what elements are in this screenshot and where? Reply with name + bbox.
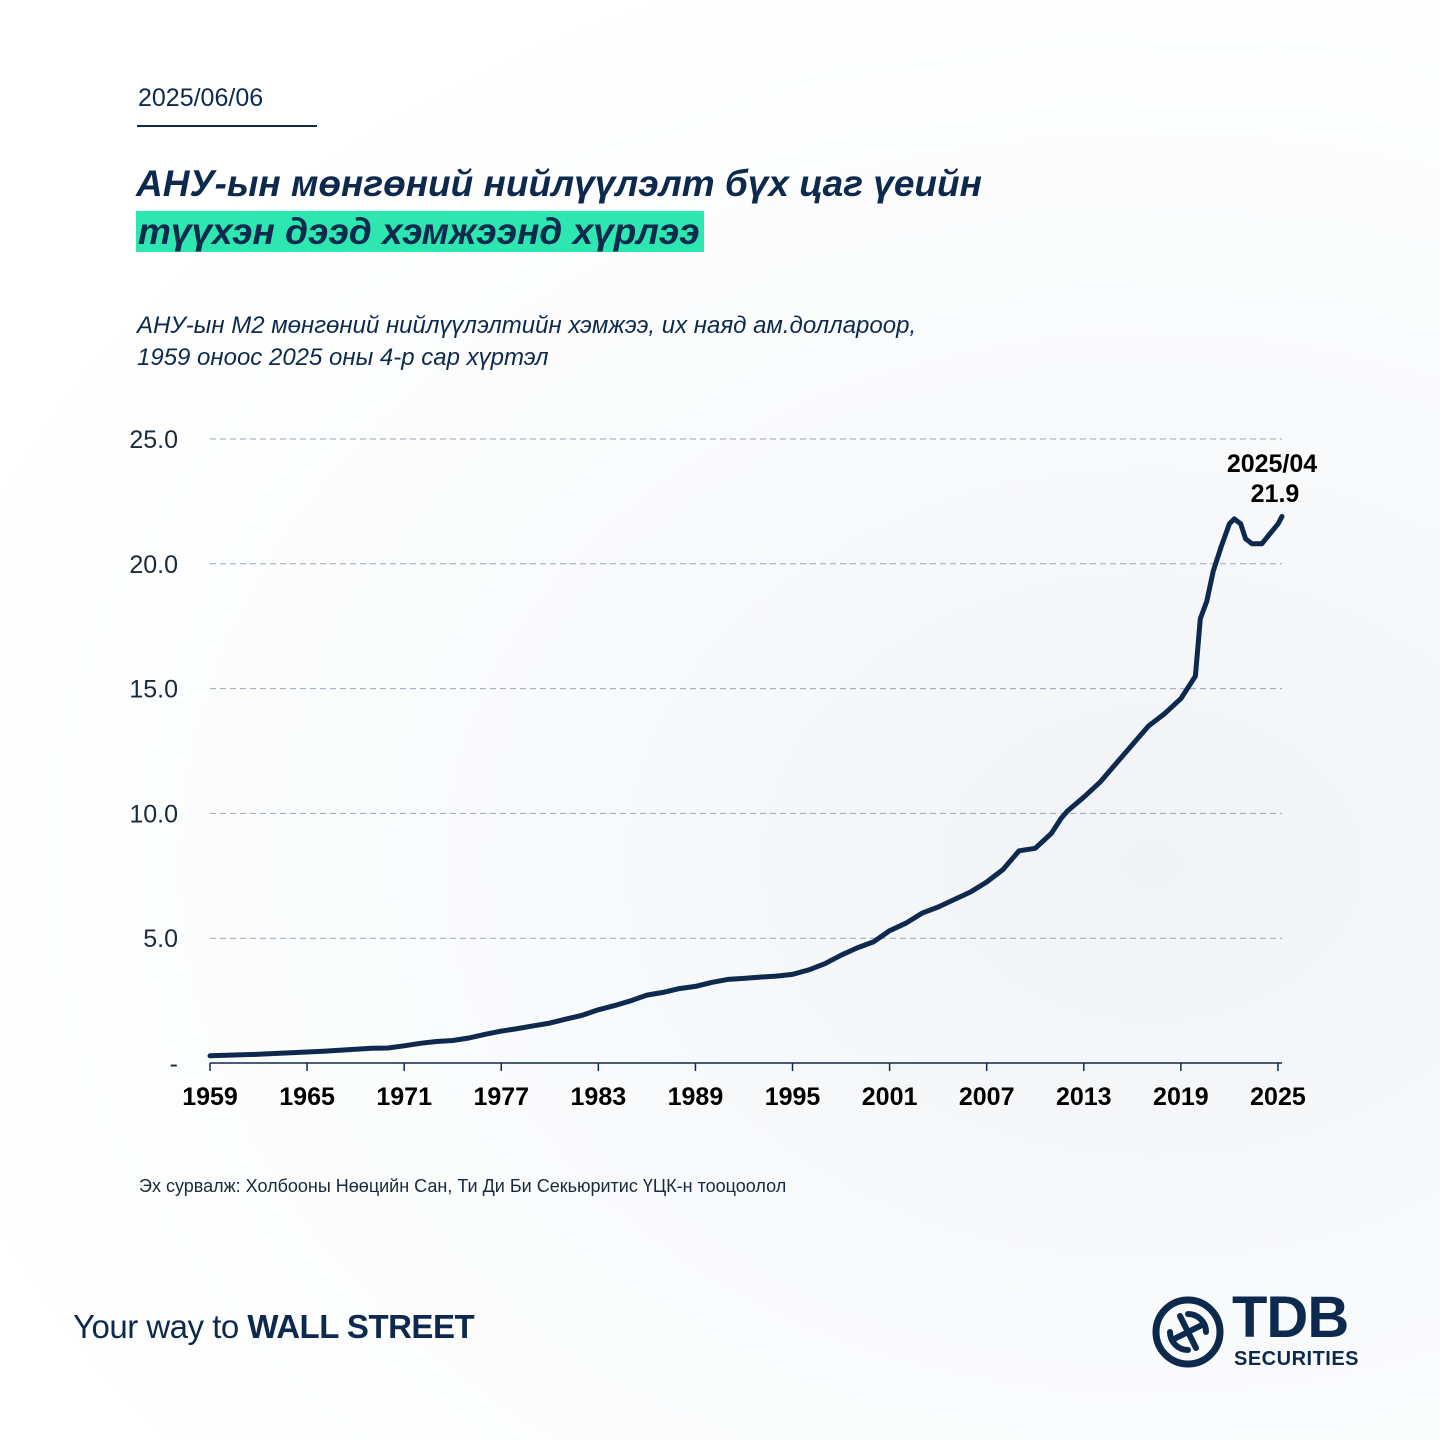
chart-subtitle: АНУ-ын М2 мөнгөний нийлүүлэлтийн хэмжээ,… — [137, 310, 916, 374]
x-tick-label: 1959 — [182, 1083, 238, 1111]
series-layer — [207, 513, 1285, 1059]
slogan: Your way to WALL STREET — [73, 1308, 475, 1346]
x-tick-label: 1965 — [279, 1083, 335, 1111]
logo-wordmark: TDB — [1232, 1285, 1349, 1350]
annotation-value: 21.9 — [1251, 480, 1300, 508]
series-line-m2 — [207, 513, 1285, 1059]
x-tick-label: 2025 — [1250, 1083, 1306, 1111]
tdb-logo-icon — [1152, 1296, 1224, 1368]
annotation-date: 2025/04 — [1227, 450, 1317, 478]
x-tick-label: 1971 — [376, 1083, 432, 1111]
title-line-1: АНУ-ын мөнгөний нийлүүлэлт бүх цаг үеийн — [136, 163, 982, 204]
x-tick-label: 1989 — [668, 1083, 724, 1111]
title-line-2-highlight: түүхэн дээд хэмжээнд хүрлээ — [136, 211, 704, 252]
y-tick-label: 10.0 — [129, 800, 178, 828]
x-tick-label: 1995 — [765, 1083, 821, 1111]
x-tick-label: 2001 — [862, 1083, 918, 1111]
page-title: АНУ-ын мөнгөний нийлүүлэлт бүх цаг үеийн… — [136, 160, 982, 256]
y-axis-ticks: 25.0 20.0 15.0 10.0 5.0 - — [129, 426, 178, 1078]
date-divider — [137, 125, 317, 127]
x-tick-label: 1977 — [473, 1083, 529, 1111]
subtitle-line-2: 1959 оноос 2025 оны 4-р сар хүртэл — [137, 344, 549, 371]
y-gridlines — [210, 438, 1282, 939]
slogan-bold: WALL STREET — [247, 1308, 475, 1345]
logo-subtext: SECURITIES — [1234, 1348, 1360, 1370]
publish-date: 2025/06/06 — [138, 84, 264, 112]
y-tick-label: 5.0 — [143, 925, 178, 953]
x-axis-ticks: 1959 1965 1971 1977 1983 1989 1995 2001 2007 2013… — [182, 1063, 1306, 1111]
x-tick-label: 2013 — [1056, 1083, 1112, 1111]
y-tick-label: 15.0 — [129, 676, 178, 704]
source-note: Эх сурвалж: Холбооны Нөөцийн Сан, Ти Ди … — [139, 1176, 787, 1196]
m2-line-chart: 25.0 20.0 15.0 10.0 5.0 - 1959 1965 1971 1977 198… — [129, 426, 1317, 1111]
y-tick-label: 25.0 — [129, 426, 178, 454]
y-tick-label: - — [170, 1050, 178, 1078]
x-tick-label: 1983 — [571, 1083, 627, 1111]
slogan-regular: Your way to — [73, 1308, 248, 1345]
subtitle-line-1: АНУ-ын М2 мөнгөний нийлүүлэлтийн хэмжээ,… — [137, 312, 917, 339]
x-tick-label: 2019 — [1153, 1083, 1209, 1111]
x-tick-label: 2007 — [959, 1083, 1015, 1111]
y-tick-label: 20.0 — [129, 551, 178, 579]
